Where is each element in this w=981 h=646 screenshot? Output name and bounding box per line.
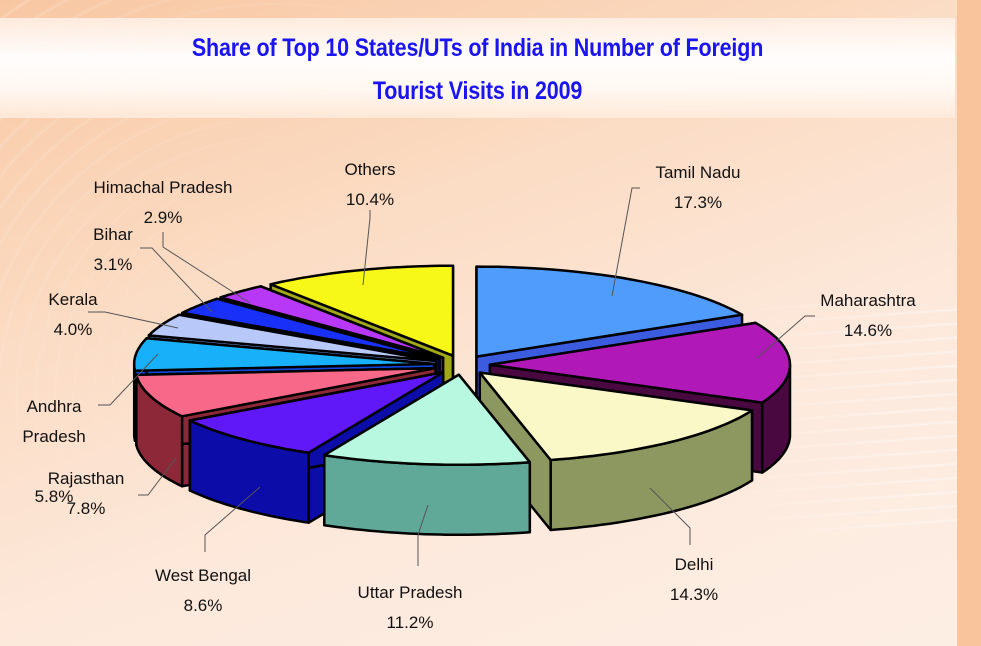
label-rajasthan: Rajasthan 7.8% [48, 464, 125, 524]
label-value: 17.3% [673, 193, 723, 212]
slice-top-face [269, 264, 455, 357]
slice-top-face [323, 373, 532, 466]
pie-slice-uttar-pradesh [323, 373, 532, 536]
label-value: 5.8% [34, 487, 74, 506]
leader-line-delhi [649, 487, 691, 545]
label-value: 7.8% [66, 499, 106, 518]
label-tamil-nadu: Tamil Nadu 17.3% [655, 158, 740, 218]
chart-title-line-2: Tourist Visits in 2009 [372, 77, 583, 105]
pie-slice-delhi [478, 371, 754, 532]
slice-top-face [488, 321, 792, 404]
label-value: 10.4% [345, 190, 395, 209]
chart-title-line-1: Share of Top 10 States/UTs of India in N… [191, 34, 764, 62]
slice-top-face [180, 297, 441, 361]
label-name: West Bengal [154, 566, 252, 585]
slice-outer-face [132, 362, 137, 442]
slice-top-face [132, 337, 436, 372]
label-bihar: Bihar 3.1% [93, 220, 133, 280]
leader-line-uttar-pradesh [417, 504, 429, 566]
label-value: 14.6% [843, 321, 893, 340]
leader-line-kerala [88, 311, 179, 329]
label-name: Bihar [93, 225, 133, 244]
leader-line-andhra-pradesh [98, 353, 159, 406]
label-value: 11.2% [386, 613, 434, 632]
label-others: Others 10.4% [344, 155, 395, 215]
label-value: 14.3% [669, 585, 719, 604]
label-kerala: Kerala 4.0% [48, 285, 97, 345]
label-andhra-pradesh: Andhra Pradesh 5.8% [22, 362, 85, 542]
label-name: Others [344, 160, 396, 179]
slice-top-face [188, 371, 445, 454]
leader-line-himachal-pradesh [162, 232, 251, 304]
slice-top-face [135, 366, 437, 418]
label-value: 4.0% [53, 320, 93, 339]
label-name: Rajasthan [47, 469, 125, 488]
leader-line-west-bengal [204, 486, 261, 552]
slice-top-face [475, 265, 744, 358]
label-name: Tamil Nadu [655, 163, 741, 182]
label-name: Uttar Pradesh [357, 583, 463, 602]
label-name: Delhi [674, 555, 714, 574]
label-delhi: Delhi 14.3% [670, 550, 718, 610]
label-value: 8.6% [183, 596, 223, 615]
label-name: Kerala [48, 290, 98, 309]
leader-line-rajasthan [138, 457, 177, 496]
label-name: Himachal Pradesh [93, 178, 233, 197]
label-value: 2.9% [143, 208, 183, 227]
slice-top-face [219, 285, 445, 360]
right-stripe-decoration [957, 0, 981, 646]
label-name: Andhra Pradesh [22, 397, 86, 446]
leader-line-tamil-nadu [611, 187, 640, 297]
leader-line-bihar [140, 247, 213, 313]
label-uttar-pradesh: Uttar Pradesh 11.2% [358, 578, 463, 638]
slice-top-face [478, 371, 754, 462]
label-value: 3.1% [93, 255, 133, 274]
chart-title-banner: Share of Top 10 States/UTs of India in N… [0, 18, 955, 118]
label-west-bengal: West Bengal 8.6% [155, 561, 251, 621]
slice-outer-face [323, 453, 532, 536]
label-name: Maharashtra [820, 291, 916, 310]
label-himachal-pradesh: Himachal Pradesh 2.9% [94, 173, 233, 233]
leader-line-maharashtra [756, 315, 815, 359]
label-maharashtra: Maharashtra 14.6% [820, 286, 915, 346]
leader-line-others [362, 210, 371, 286]
